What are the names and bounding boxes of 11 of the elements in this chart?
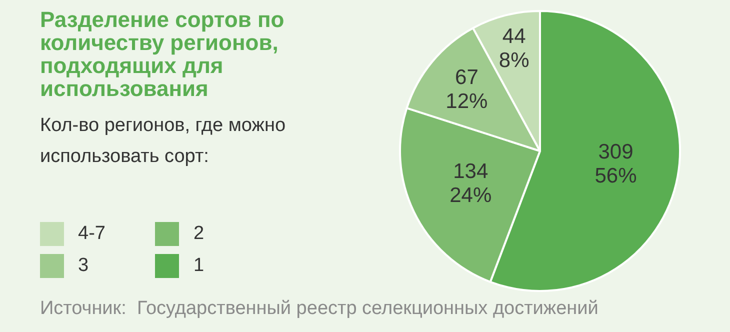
legend-label: 3: [78, 255, 89, 277]
legend-label: 1: [193, 255, 204, 277]
data-label: 67 12%: [446, 66, 488, 114]
data-label: 44 8%: [498, 25, 530, 72]
text: Источник: Государственный реестр селекционных достижений: [40, 298, 598, 320]
legend-label: 2: [193, 223, 204, 245]
legend-label: 4-7: [78, 223, 106, 245]
data-label: 134 24%: [450, 160, 492, 208]
legend-title: Кол-во регионов, где можно использовать сорт:: [40, 114, 287, 169]
data-label: 309 56%: [594, 140, 637, 188]
text: Разделение сортов по количеству регионов, подходящих для использования: [40, 7, 286, 101]
